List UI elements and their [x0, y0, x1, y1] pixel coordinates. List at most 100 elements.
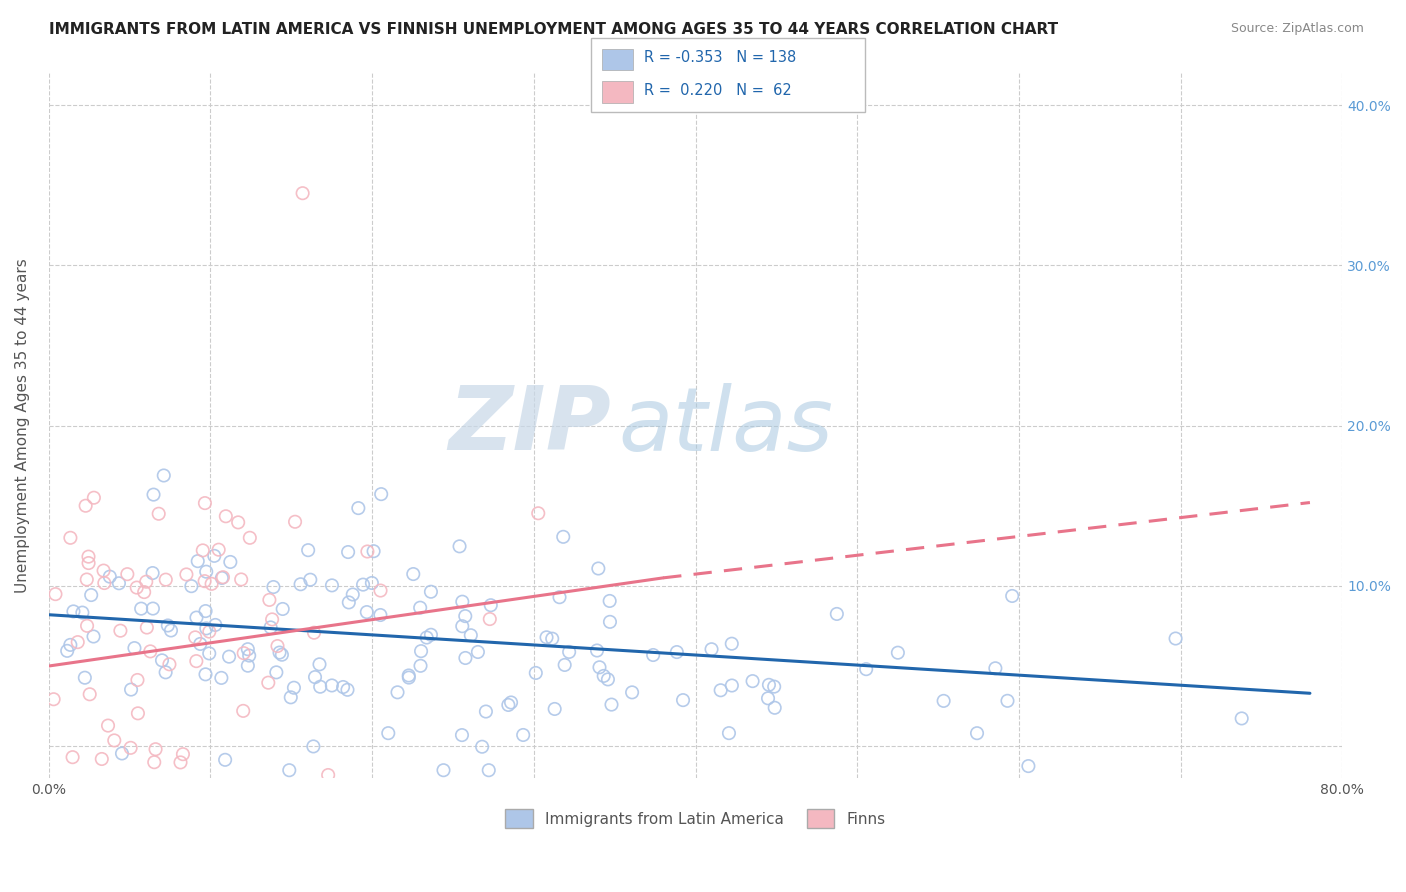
- Point: [232, 646, 254, 660]
- Point: [554, 657, 576, 672]
- Point: [191, 543, 214, 558]
- Point: [304, 670, 326, 684]
- Point: [710, 683, 733, 698]
- Point: [332, 680, 354, 694]
- Point: [44, 587, 66, 601]
- Point: [238, 648, 260, 663]
- Point: [231, 573, 253, 587]
- Text: atlas: atlas: [617, 383, 832, 468]
- Point: [299, 573, 322, 587]
- Point: [932, 694, 955, 708]
- Point: [283, 681, 305, 695]
- Point: [80, 588, 103, 602]
- Point: [187, 554, 209, 568]
- Point: [360, 576, 382, 591]
- Point: [475, 705, 498, 719]
- Text: IMMIGRANTS FROM LATIN AMERICA VS FINNISH UNEMPLOYMENT AMONG AGES 35 TO 44 YEARS : IMMIGRANTS FROM LATIN AMERICA VS FINNISH…: [49, 22, 1059, 37]
- Point: [290, 577, 312, 591]
- Point: [415, 631, 437, 645]
- Point: [66, 635, 89, 649]
- Point: [356, 544, 378, 558]
- Point: [419, 584, 441, 599]
- Point: [621, 685, 644, 699]
- Point: [226, 516, 249, 530]
- Point: [280, 690, 302, 705]
- Point: [159, 657, 181, 672]
- Point: [142, 566, 165, 580]
- Point: [135, 621, 157, 635]
- Point: [825, 607, 848, 621]
- Point: [278, 763, 301, 777]
- Point: [347, 501, 370, 516]
- Point: [363, 544, 385, 558]
- Point: [195, 621, 218, 635]
- Point: [596, 673, 619, 687]
- Point: [169, 756, 191, 770]
- Point: [419, 628, 441, 642]
- Point: [643, 648, 665, 662]
- Point: [145, 742, 167, 756]
- Point: [548, 591, 571, 605]
- Point: [527, 506, 550, 520]
- Point: [97, 718, 120, 732]
- Point: [370, 487, 392, 501]
- Text: Source: ZipAtlas.com: Source: ZipAtlas.com: [1230, 22, 1364, 36]
- Point: [321, 678, 343, 692]
- Point: [855, 662, 877, 676]
- Point: [541, 632, 564, 646]
- Point: [302, 739, 325, 754]
- Point: [524, 665, 547, 680]
- Point: [198, 624, 221, 639]
- Point: [370, 607, 392, 622]
- Text: ZIP: ZIP: [449, 382, 612, 469]
- Point: [297, 543, 319, 558]
- Point: [588, 660, 610, 674]
- Legend: Immigrants from Latin America, Finns: Immigrants from Latin America, Finns: [499, 803, 891, 834]
- Point: [451, 619, 474, 633]
- Point: [269, 646, 291, 660]
- Point: [1017, 759, 1039, 773]
- Point: [172, 747, 194, 761]
- Point: [336, 682, 359, 697]
- Point: [370, 583, 392, 598]
- Point: [180, 579, 202, 593]
- Point: [215, 509, 238, 524]
- Point: [59, 531, 82, 545]
- Point: [76, 619, 98, 633]
- Point: [90, 752, 112, 766]
- Point: [42, 692, 65, 706]
- Point: [156, 618, 179, 632]
- Point: [127, 673, 149, 687]
- Point: [432, 763, 454, 777]
- Point: [308, 657, 330, 672]
- Point: [125, 581, 148, 595]
- Point: [266, 665, 288, 680]
- Point: [129, 601, 152, 615]
- Point: [377, 726, 399, 740]
- Point: [337, 595, 360, 609]
- Point: [1001, 589, 1024, 603]
- Point: [219, 555, 242, 569]
- Point: [259, 593, 281, 607]
- Point: [155, 573, 177, 587]
- Point: [127, 706, 149, 721]
- Point: [599, 615, 621, 629]
- Point: [356, 605, 378, 619]
- Point: [1164, 632, 1187, 646]
- Point: [257, 675, 280, 690]
- Point: [134, 585, 156, 599]
- Point: [536, 630, 558, 644]
- Point: [98, 569, 121, 583]
- Point: [499, 696, 522, 710]
- Point: [262, 612, 284, 626]
- Point: [195, 565, 218, 579]
- Point: [103, 733, 125, 747]
- Point: [588, 561, 610, 575]
- Point: [599, 594, 621, 608]
- Point: [176, 567, 198, 582]
- Point: [208, 542, 231, 557]
- Point: [498, 698, 520, 712]
- Point: [117, 567, 139, 582]
- Point: [454, 651, 477, 665]
- Point: [186, 654, 208, 668]
